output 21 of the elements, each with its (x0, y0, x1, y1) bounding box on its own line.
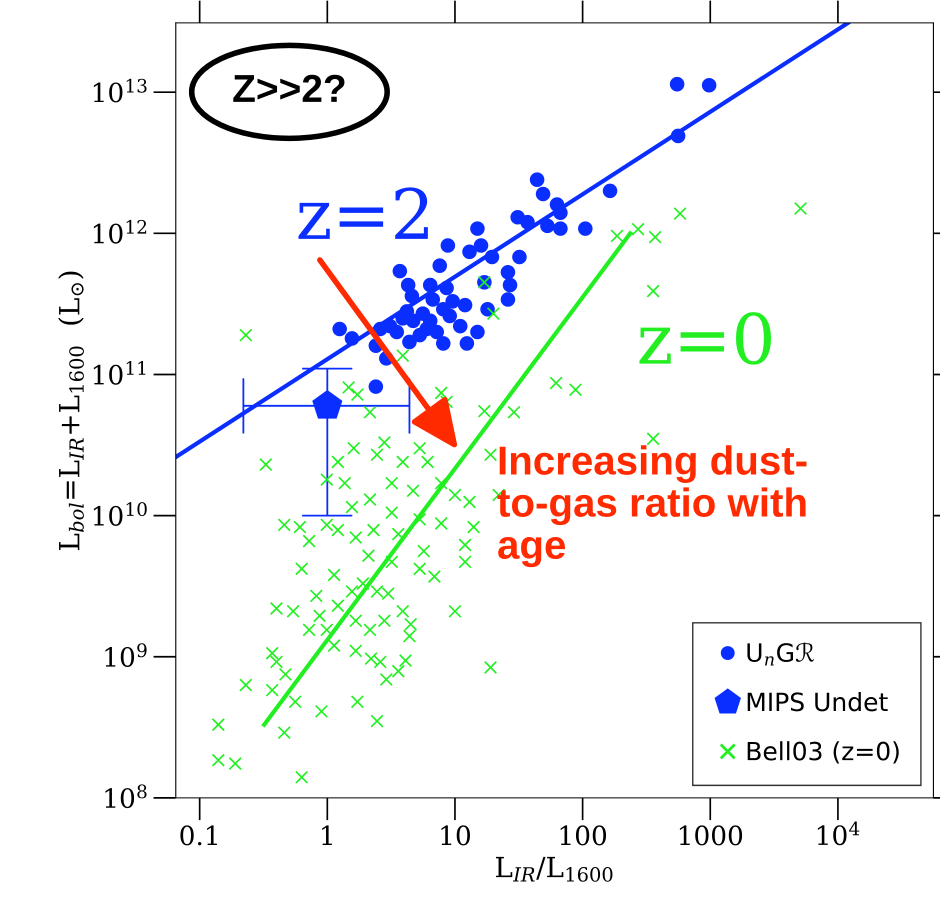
y-tick-label: 10$^{13}$ (94, 78, 147, 102)
x-axis-title: L$_{IR}$/L$_{1600}$ (496, 856, 612, 882)
legend-label: Bell03 (z=0) (748, 741, 899, 764)
annotation: Z>>2? (233, 74, 344, 102)
y-tick-label: 10$^{8}$ (105, 784, 147, 808)
x-tick-label: 10$^{4}$ (818, 822, 860, 846)
legend-label: MIPS Undet (748, 692, 888, 712)
annotation: z=0 (639, 312, 771, 365)
legend-label: U$_{n}$Gℛ (747, 642, 814, 666)
annotation: Increasing dust- to-gas ratio with age (498, 445, 806, 568)
x-tick-label: 0.1 (180, 825, 217, 846)
y-tick-label: 10$^{11}$ (94, 361, 146, 385)
x-tick-label: 1000 (680, 825, 742, 846)
annotation: z=2 (298, 187, 428, 239)
x-tick-label: 10 (441, 825, 470, 846)
y-tick-label: 10$^{9}$ (105, 643, 147, 667)
y-tick-label: 10$^{10}$ (94, 502, 147, 526)
x-tick-label: 1 (322, 825, 332, 846)
x-tick-label: 100 (560, 825, 606, 846)
text: L$_{bol}$=L$_{IR}$+L$_{1600}$ (L$_{⊙}$) (58, 272, 84, 550)
y-tick-label: 10$^{12}$ (94, 220, 146, 244)
